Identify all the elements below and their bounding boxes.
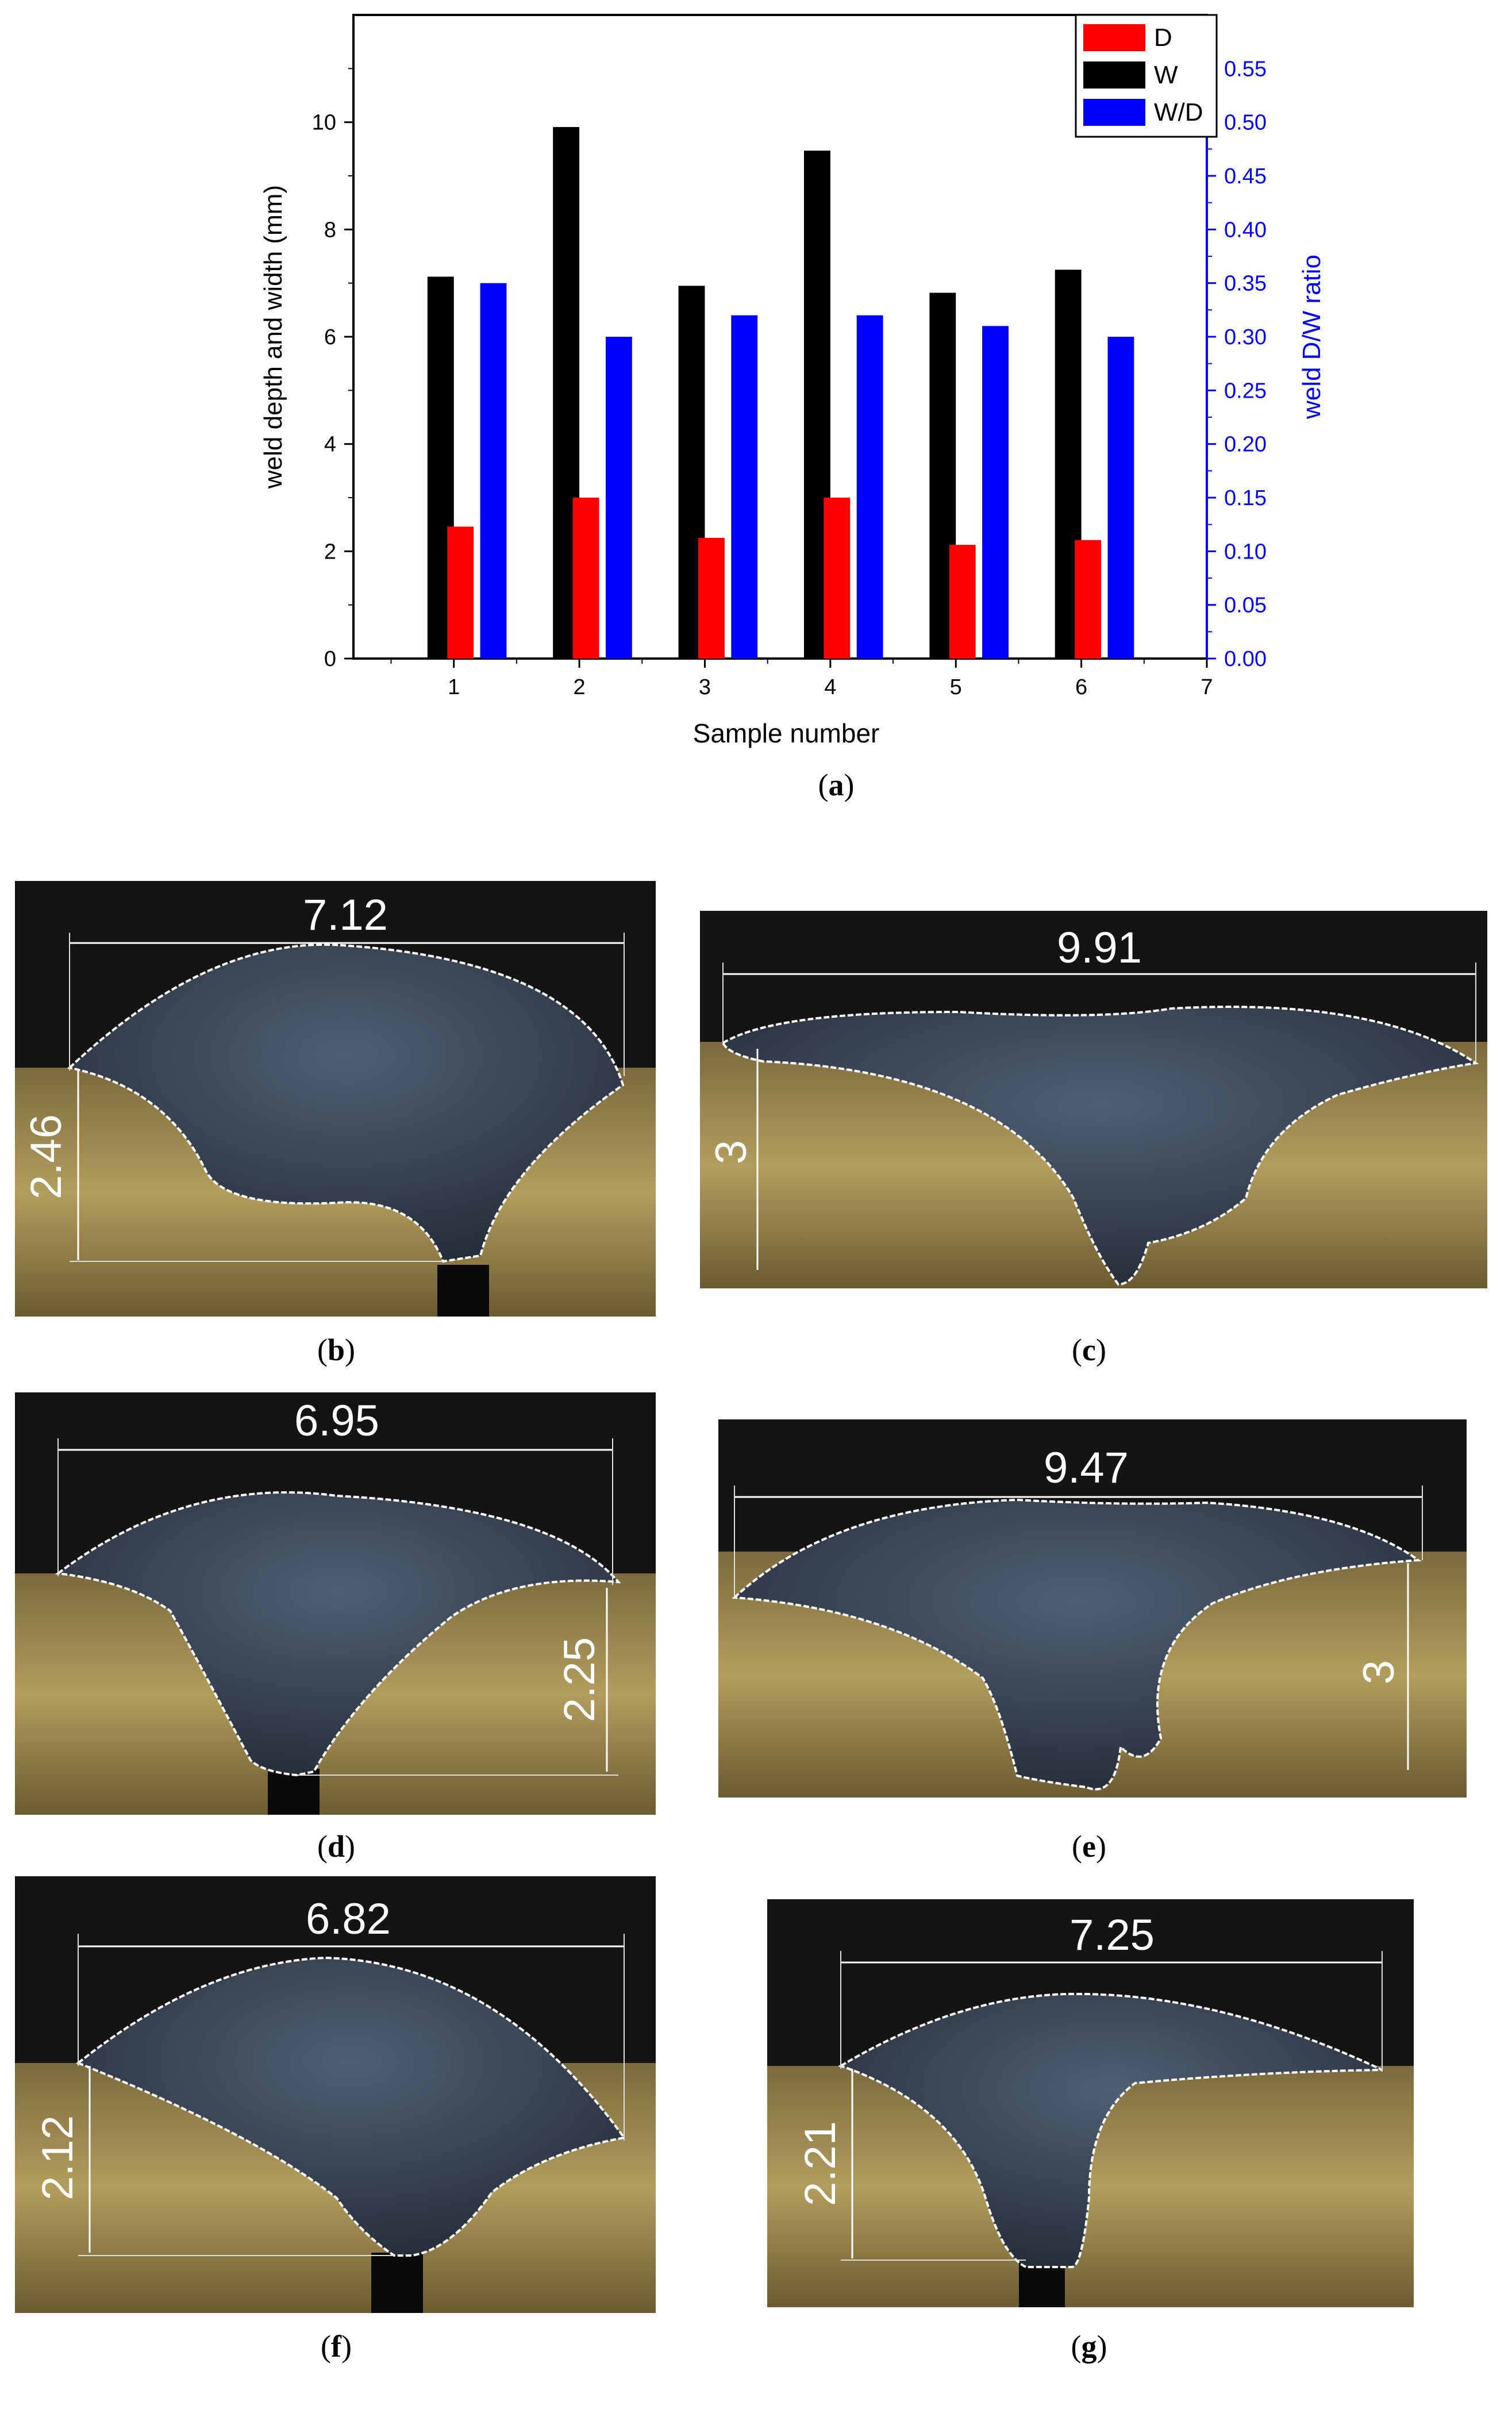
bar-d-2 bbox=[572, 498, 599, 659]
y2-tick-label-0.00: 0.00 bbox=[1224, 647, 1267, 671]
caption-e: (e) bbox=[1072, 1829, 1106, 1864]
y2-tick-label-0.35: 0.35 bbox=[1224, 272, 1267, 296]
y2-tick-label-0.05: 0.05 bbox=[1224, 594, 1267, 618]
bar-wd-1 bbox=[480, 283, 507, 659]
y2-tick-label-0.10: 0.10 bbox=[1224, 540, 1267, 564]
weld-photo-g: 7.25 2.21 bbox=[767, 1899, 1414, 2307]
legend-swatch-wd bbox=[1083, 99, 1145, 126]
depth-label-b: 2.46 bbox=[22, 1114, 71, 1199]
x-tick-label-7: 7 bbox=[1201, 675, 1213, 699]
weld-photo-e: 9.47 3 bbox=[718, 1419, 1467, 1798]
y-tick-label-4: 4 bbox=[324, 433, 336, 457]
y2-tick-label-0.20: 0.20 bbox=[1224, 433, 1267, 457]
width-label-b: 7.12 bbox=[303, 891, 388, 940]
weld-photo-f: 6.82 2.12 bbox=[15, 1876, 656, 2313]
width-label-g: 7.25 bbox=[1069, 1911, 1155, 1960]
y2-tick-label-0.45: 0.45 bbox=[1224, 164, 1267, 188]
weld-photo-b: 7.12 2.46 bbox=[15, 881, 656, 1317]
depth-label-g: 2.21 bbox=[796, 2121, 845, 2206]
weld-photo-d: 6.95 2.25 bbox=[15, 1392, 656, 1815]
weld-dimensions-chart: 1 2 3 4 5 6 7 0 2 4 6 8 10 0.00 0.05 0.10 0.15 0.20 0.25… bbox=[259, 14, 1326, 748]
depth-label-e: 3 bbox=[1355, 1660, 1403, 1684]
legend-label-wd: W/D bbox=[1154, 98, 1203, 126]
bar-wd-6 bbox=[1107, 337, 1134, 659]
bar-wd-5 bbox=[982, 326, 1009, 659]
y-tick-label-0: 0 bbox=[324, 647, 336, 671]
x-tick-label-1: 1 bbox=[448, 675, 460, 699]
x-tick-label-4: 4 bbox=[824, 675, 836, 699]
caption-b: (b) bbox=[317, 1333, 356, 1367]
caption-f: (f) bbox=[321, 2329, 352, 2364]
x-axis: 1 2 3 4 5 6 7 bbox=[390, 659, 1213, 699]
bar-group bbox=[427, 127, 1134, 659]
legend: D W W/D bbox=[1075, 14, 1218, 138]
y2-tick-label-0.50: 0.50 bbox=[1224, 111, 1267, 135]
depth-label-c: 3 bbox=[707, 1140, 756, 1164]
legend-label-w: W bbox=[1154, 61, 1178, 89]
bar-d-6 bbox=[1075, 540, 1102, 659]
y-axis-label: weld depth and width (mm) bbox=[259, 185, 287, 489]
y2-axis-label: weld D/W ratio bbox=[1298, 255, 1326, 419]
y2-tick-label-0.40: 0.40 bbox=[1224, 218, 1267, 242]
y-tick-label-6: 6 bbox=[324, 325, 336, 349]
bar-d-1 bbox=[447, 526, 474, 659]
legend-swatch-d bbox=[1083, 24, 1145, 51]
legend-label-d: D bbox=[1154, 24, 1172, 52]
caption-c: (c) bbox=[1072, 1333, 1106, 1367]
width-label-f: 6.82 bbox=[306, 1895, 391, 1943]
y2-tick-label-0.30: 0.30 bbox=[1224, 325, 1267, 349]
x-tick-label-2: 2 bbox=[574, 675, 586, 699]
y-axis-right: 0.00 0.05 0.10 0.15 0.20 0.25 0.30 0.35 0.40 0.45… bbox=[1206, 15, 1267, 671]
x-tick-label-3: 3 bbox=[699, 675, 711, 699]
y-axis-left: 0 2 4 6 8 10 bbox=[312, 68, 353, 671]
y-tick-label-2: 2 bbox=[324, 540, 336, 564]
bar-d-4 bbox=[824, 498, 851, 659]
weld-photo-c: 9.91 3 bbox=[700, 911, 1487, 1288]
x-axis-label: Sample number bbox=[693, 718, 880, 748]
x-tick-label-5: 5 bbox=[950, 675, 962, 699]
depth-label-f: 2.12 bbox=[33, 2115, 82, 2200]
bar-wd-4 bbox=[856, 315, 883, 659]
y-tick-label-8: 8 bbox=[324, 218, 336, 242]
width-label-d: 6.95 bbox=[294, 1396, 379, 1445]
bar-d-3 bbox=[698, 538, 725, 659]
width-label-e: 9.47 bbox=[1044, 1444, 1129, 1492]
bar-d-5 bbox=[949, 545, 976, 659]
y2-tick-label-0.15: 0.15 bbox=[1224, 486, 1267, 510]
caption-g: (g) bbox=[1071, 2329, 1107, 2364]
bar-wd-2 bbox=[605, 337, 632, 659]
y-tick-label-10: 10 bbox=[312, 111, 336, 135]
width-label-c: 9.91 bbox=[1057, 923, 1142, 972]
depth-label-d: 2.25 bbox=[555, 1637, 604, 1722]
caption-a: (a) bbox=[818, 768, 855, 802]
x-tick-label-6: 6 bbox=[1075, 675, 1087, 699]
bar-wd-3 bbox=[731, 315, 758, 659]
legend-swatch-w bbox=[1083, 61, 1145, 88]
y2-tick-label-0.25: 0.25 bbox=[1224, 379, 1267, 403]
y2-tick-label-0.55: 0.55 bbox=[1224, 57, 1267, 81]
caption-d: (d) bbox=[317, 1829, 356, 1864]
